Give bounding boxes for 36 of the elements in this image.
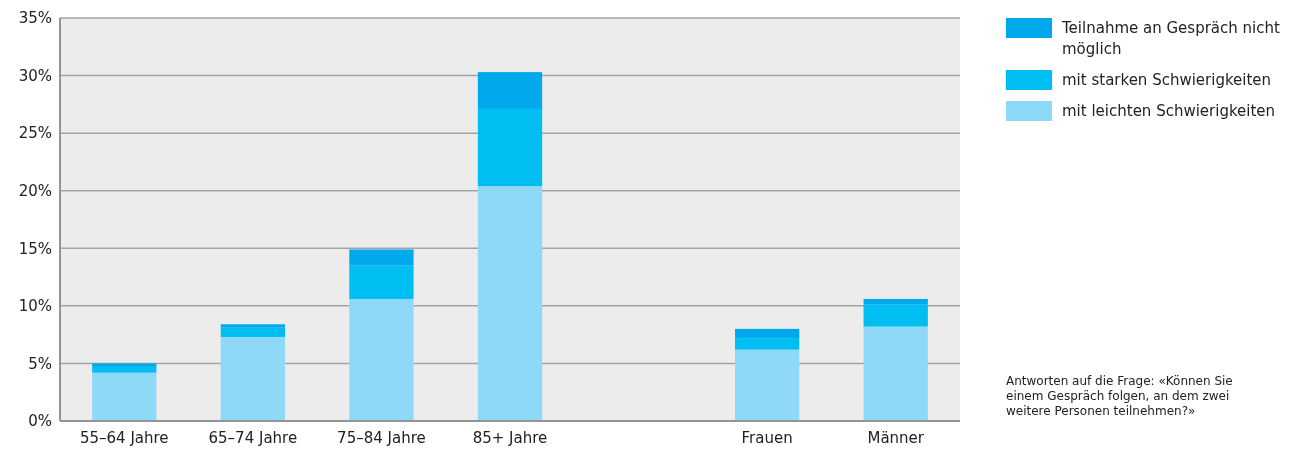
x-tick-label: Männer — [867, 429, 925, 447]
x-tick-label: 65–74 Jahre — [208, 429, 298, 447]
bar — [220, 336, 285, 421]
y-tick-label: 10% — [18, 297, 52, 316]
y-tick-label: 35% — [18, 9, 52, 28]
legend-label: mit starken Schwierigkeiten — [1062, 71, 1272, 89]
bar — [220, 324, 285, 328]
bar — [477, 72, 543, 109]
y-tick-label: 15% — [18, 239, 52, 258]
bar — [477, 108, 543, 187]
bar — [92, 372, 157, 421]
bar — [349, 298, 414, 421]
x-tick-label: 85+ Jahre — [472, 429, 548, 447]
legend-label: mit leichten Schwierigkeiten — [1062, 102, 1276, 120]
bar — [92, 363, 157, 367]
bar — [92, 366, 157, 373]
y-tick-label: 30% — [18, 66, 52, 85]
y-tick-label: 5% — [28, 354, 52, 373]
bar — [477, 186, 543, 421]
bar — [863, 326, 928, 421]
bar — [735, 328, 800, 339]
x-tick-label: 55–64 Jahre — [79, 429, 169, 447]
bar — [863, 304, 928, 327]
bar — [735, 349, 800, 421]
x-tick-label: Frauen — [741, 429, 793, 447]
bar — [735, 338, 800, 350]
bar — [349, 265, 414, 299]
legend-label: Teilnahme an Gespräch nicht möglich — [1061, 19, 1280, 58]
bar — [220, 327, 285, 337]
bar — [349, 249, 414, 266]
y-tick-label: 25% — [18, 124, 52, 143]
text: Antworten auf die Frage: «Können Sie einem Gespräch folgen, an dem zwei weitere Personen teilnehmen?» — [1006, 374, 1233, 418]
y-tick-label: 0% — [28, 412, 52, 431]
x-tick-label: 75–84 Jahre — [337, 429, 426, 447]
bar — [863, 298, 928, 305]
y-tick-label: 20% — [18, 181, 52, 200]
